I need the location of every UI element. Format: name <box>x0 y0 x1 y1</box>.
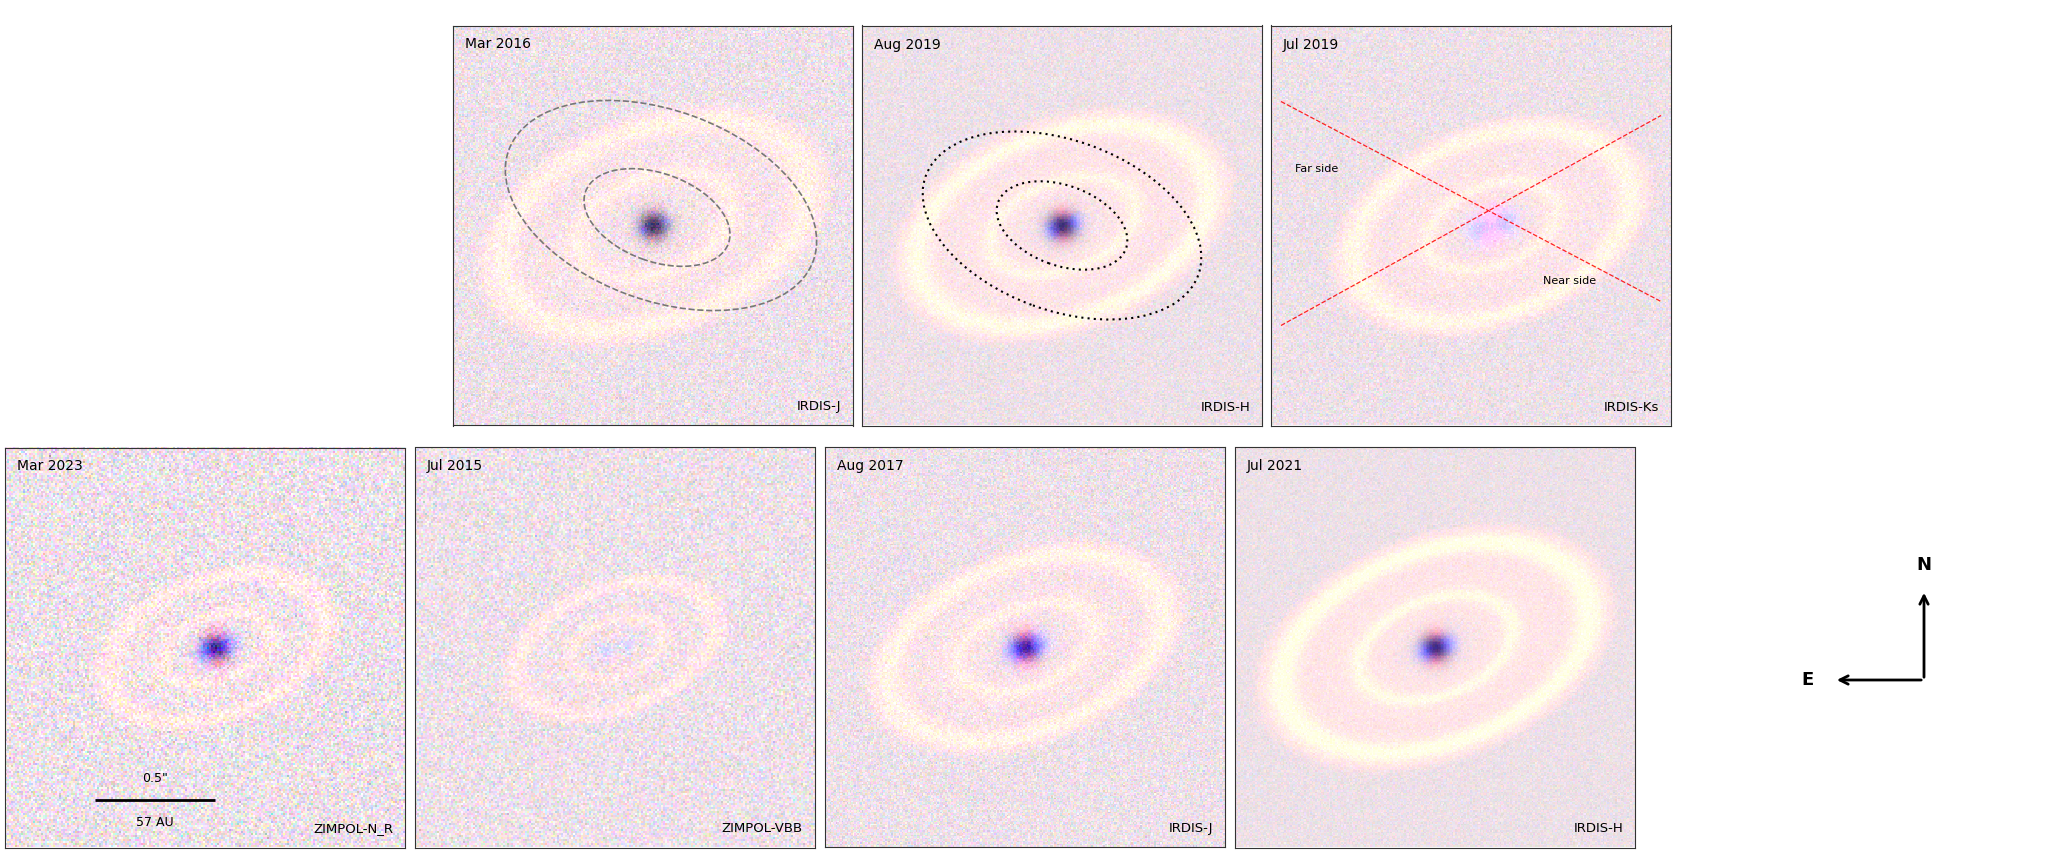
Text: 57 AU: 57 AU <box>136 815 174 829</box>
Text: IRDIS-H: IRDIS-H <box>1200 401 1250 414</box>
Text: IRDIS-H: IRDIS-H <box>1572 823 1624 836</box>
Text: Jul 2019: Jul 2019 <box>1283 38 1339 51</box>
Text: Mar 2016: Mar 2016 <box>465 38 531 51</box>
Text: ZIMPOL-VBB: ZIMPOL-VBB <box>721 823 804 836</box>
Text: Aug 2017: Aug 2017 <box>837 460 903 474</box>
Text: IRDIS-J: IRDIS-J <box>1169 823 1213 836</box>
Text: 0.5": 0.5" <box>143 772 167 786</box>
Text: E: E <box>1802 671 1814 689</box>
Text: N: N <box>1917 556 1932 574</box>
Text: IRDIS-Ks: IRDIS-Ks <box>1603 401 1659 414</box>
Text: Mar 2023: Mar 2023 <box>17 460 83 474</box>
Text: Near side: Near side <box>1543 276 1597 287</box>
Text: Jul 2021: Jul 2021 <box>1248 460 1304 474</box>
Text: Far side: Far side <box>1295 165 1339 174</box>
Text: Jul 2015: Jul 2015 <box>428 460 483 474</box>
Text: ZIMPOL-N_R: ZIMPOL-N_R <box>314 823 393 836</box>
Text: IRDIS-J: IRDIS-J <box>797 401 841 414</box>
Text: Aug 2019: Aug 2019 <box>874 38 940 51</box>
